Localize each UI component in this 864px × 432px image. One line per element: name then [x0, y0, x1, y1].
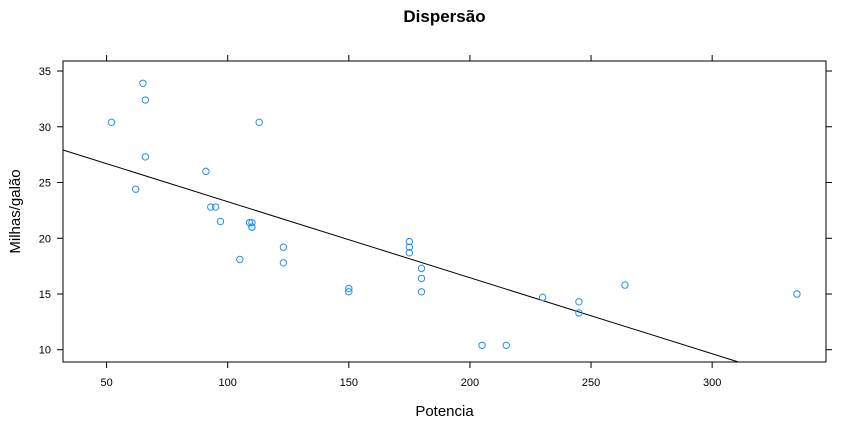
data-point [202, 167, 210, 176]
data-point [255, 118, 263, 127]
data-point [207, 203, 215, 211]
data-point [141, 153, 150, 161]
data-point [793, 290, 801, 298]
data-point [141, 96, 150, 104]
data-point [139, 79, 147, 87]
data-point [575, 298, 583, 306]
data-point [478, 341, 486, 349]
axis-ticks: 50 100 150 200 250 300 10 15 20 25 30 35 [39, 55, 832, 389]
y-axis-label: Milhas/galão [7, 169, 24, 253]
x-tick-label: 100 [219, 377, 237, 389]
y-tick-label: 10 [39, 345, 51, 357]
data-point [211, 203, 220, 211]
x-tick-label: 250 [582, 377, 600, 389]
data-point [107, 118, 116, 127]
x-tick-label: 50 [100, 377, 112, 389]
x-tick-label: 200 [461, 377, 479, 389]
data-point [248, 218, 256, 227]
regression-line-group [62, 149, 739, 363]
data-point [417, 274, 426, 283]
data-point [502, 341, 510, 349]
plot-area [62, 60, 827, 363]
data-point [345, 284, 353, 293]
data-points [107, 79, 801, 349]
y-tick-label: 25 [39, 178, 51, 190]
data-point [538, 293, 547, 302]
data-point [131, 185, 140, 193]
data-point [216, 217, 225, 226]
data-point [345, 288, 353, 296]
x-tick-label: 150 [340, 377, 358, 389]
data-point [279, 259, 288, 267]
regression-line [62, 149, 739, 363]
data-point [405, 243, 414, 251]
data-point [248, 223, 256, 231]
y-tick-label: 15 [39, 289, 51, 301]
y-tick-label: 30 [39, 122, 51, 134]
x-tick-label: 300 [703, 377, 721, 389]
data-point [417, 264, 426, 273]
data-point [575, 309, 583, 317]
y-tick-label: 20 [39, 233, 51, 245]
data-point [417, 288, 426, 296]
data-point [405, 237, 414, 246]
data-point [405, 249, 414, 257]
data-point [236, 255, 244, 264]
data-point [621, 281, 629, 289]
y-tick-label: 35 [39, 66, 51, 78]
data-point [279, 243, 288, 251]
chart-title: Dispersão [403, 7, 485, 26]
plot-border [62, 60, 827, 363]
x-axis-label: Potencia [415, 403, 474, 420]
data-point [245, 218, 254, 227]
